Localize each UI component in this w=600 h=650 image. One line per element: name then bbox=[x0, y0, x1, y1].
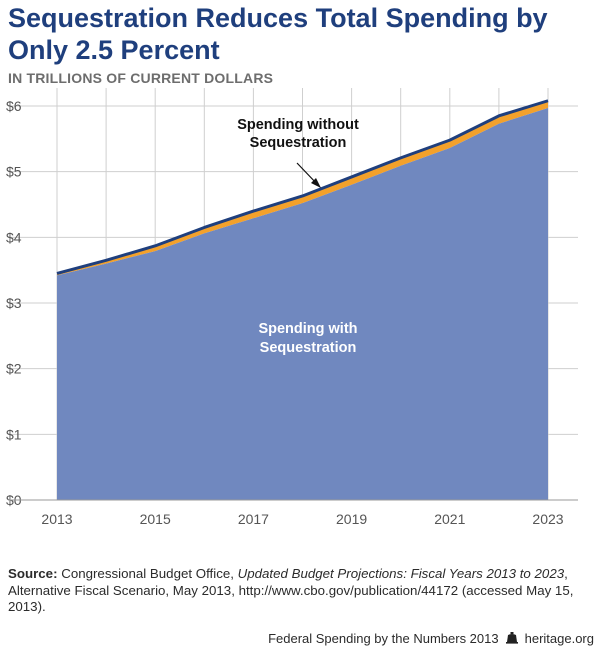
footer-site: heritage.org bbox=[524, 631, 594, 646]
annotation-pointer-arrowhead bbox=[311, 178, 321, 188]
series-with-sequestration-area bbox=[57, 107, 548, 500]
y-tick-label: $1 bbox=[6, 426, 22, 442]
x-tick-label: 2023 bbox=[532, 511, 563, 527]
x-tick-label: 2017 bbox=[238, 511, 269, 527]
area-layer bbox=[56, 99, 549, 500]
y-tick-label: $6 bbox=[6, 98, 22, 114]
series-without-sequestration-band bbox=[57, 100, 548, 276]
source-note: Source: Congressional Budget Office, Upd… bbox=[8, 566, 594, 616]
x-tick-label: 2019 bbox=[336, 511, 367, 527]
annotation-with-line2: Sequestration bbox=[260, 340, 357, 356]
y-tick-label: $5 bbox=[6, 164, 22, 180]
y-tick-label: $3 bbox=[6, 295, 22, 311]
footer-publication: Federal Spending by the Numbers 2013 bbox=[268, 631, 499, 646]
source-italic: Updated Budget Projections: Fiscal Years… bbox=[237, 566, 565, 581]
chart-subtitle: IN TRILLIONS OF CURRENT DOLLARS bbox=[8, 70, 274, 86]
x-tick-label: 2013 bbox=[41, 511, 72, 527]
annotation-without-line1: Spending without bbox=[237, 117, 359, 133]
source-label: Source: bbox=[8, 566, 58, 581]
annotation-with-line1: Spending with bbox=[258, 321, 357, 337]
annotations: Spending without Sequestration Spending … bbox=[237, 117, 359, 356]
x-tick-label: 2015 bbox=[140, 511, 171, 527]
y-tick-label: $4 bbox=[6, 229, 22, 245]
chart-title: Sequestration Reduces Total Spending by … bbox=[8, 3, 548, 65]
annotation-without-line2: Sequestration bbox=[250, 135, 347, 151]
y-tick-label: $2 bbox=[6, 361, 22, 377]
source-text-post: , Alternative Fiscal Scenario, May 2013,… bbox=[8, 566, 574, 614]
footer: Federal Spending by the Numbers 2013 her… bbox=[268, 631, 594, 646]
source-text-pre: Congressional Budget Office, bbox=[57, 566, 238, 581]
x-tick-label: 2021 bbox=[434, 511, 465, 527]
liberty-bell-icon bbox=[505, 632, 518, 644]
series-without-sequestration-line bbox=[56, 99, 549, 275]
